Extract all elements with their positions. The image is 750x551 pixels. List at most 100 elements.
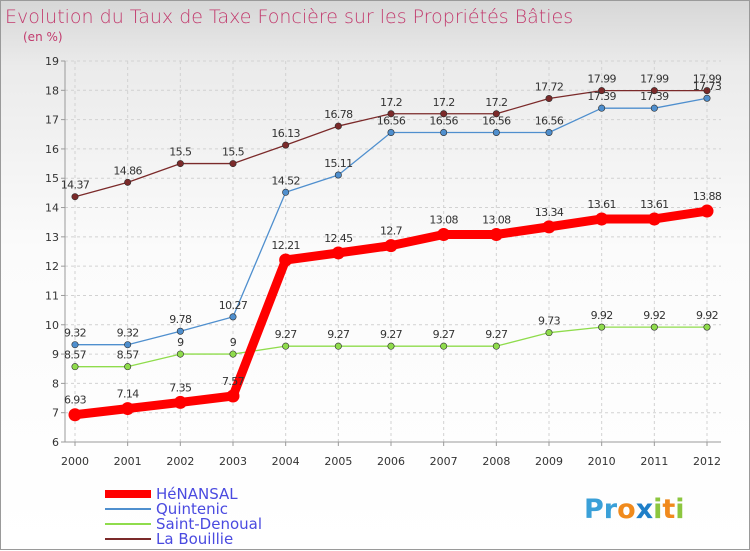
data-point <box>545 129 553 137</box>
data-point <box>71 193 79 201</box>
data-label: 9.92 <box>643 309 665 322</box>
y-tick-label: 7 <box>52 407 59 420</box>
y-tick-label: 14 <box>45 202 59 215</box>
data-label: 12.45 <box>324 232 353 245</box>
data-point <box>492 110 500 118</box>
data-label: 16.56 <box>377 115 406 128</box>
data-point <box>647 212 661 226</box>
data-label: 13.34 <box>535 206 564 219</box>
data-point <box>650 87 658 95</box>
data-point <box>492 342 500 350</box>
axes: 6 7 8 9 10 11 12 13 14 15 16 17 18 19 2000 2001 2002 2003… <box>45 55 721 468</box>
data-label: 9.78 <box>169 313 192 326</box>
y-tick-label: 8 <box>52 377 59 390</box>
data-label: 9 <box>177 336 184 349</box>
y-tick-label: 10 <box>45 319 59 332</box>
y-tick-label: 6 <box>52 436 59 449</box>
data-point <box>331 246 345 260</box>
data-label: 17.99 <box>587 73 616 86</box>
data-point <box>542 220 556 234</box>
chart-title: Evolution du Taux de Taxe Foncière sur l… <box>5 6 573 28</box>
y-tick-label: 15 <box>45 172 59 185</box>
data-point <box>595 212 609 226</box>
data-label: 9.92 <box>591 309 613 322</box>
data-label: 17.2 <box>485 96 507 109</box>
data-label: 17.99 <box>693 73 722 86</box>
data-label: 16.78 <box>324 108 353 121</box>
data-point <box>279 253 293 267</box>
legend-label: HéNANSAL <box>156 485 238 503</box>
legend-label: Saint-Denoual <box>156 515 262 533</box>
data-label: 12.21 <box>271 239 300 252</box>
data-point <box>384 239 398 253</box>
data-point <box>700 204 714 218</box>
y-tick-label: 17 <box>45 114 59 127</box>
data-label: 14.37 <box>61 179 90 192</box>
data-label: 9.32 <box>117 327 139 340</box>
data-point <box>650 104 658 112</box>
data-label: 17.99 <box>640 73 669 86</box>
data-point <box>598 87 606 95</box>
data-point <box>334 122 342 130</box>
data-label: 16.13 <box>271 127 300 140</box>
data-label: 8.57 <box>117 349 140 362</box>
data-point <box>229 313 237 321</box>
y-tick-label: 11 <box>45 289 59 302</box>
data-label: 17.39 <box>587 90 616 103</box>
data-label: 17.73 <box>693 80 722 93</box>
data-point <box>282 342 290 350</box>
data-point <box>124 341 132 349</box>
data-point <box>176 327 184 335</box>
data-point <box>387 110 395 118</box>
y-tick-label: 16 <box>45 143 59 156</box>
data-label: 8.57 <box>64 349 87 362</box>
y-tick-label: 18 <box>45 84 59 97</box>
data-label: 17.39 <box>640 90 669 103</box>
data-point <box>545 329 553 337</box>
x-tick-label: 2011 <box>640 455 668 468</box>
logo-letter: i <box>675 494 684 525</box>
data-label: 17.72 <box>535 81 564 94</box>
data-point <box>121 402 135 416</box>
data-label: 13.08 <box>482 214 511 227</box>
logo-letter: i <box>653 494 662 525</box>
data-point <box>68 408 82 422</box>
data-point <box>650 323 658 331</box>
x-tick-label: 2003 <box>219 455 247 468</box>
y-tick-label: 9 <box>52 348 59 361</box>
y-tick-label: 19 <box>45 55 59 68</box>
data-label: 10.27 <box>219 299 248 312</box>
data-point <box>226 389 240 403</box>
data-point <box>173 395 187 409</box>
data-label: 9.27 <box>327 328 350 341</box>
x-tick-label: 2002 <box>166 455 194 468</box>
y-tick-label: 13 <box>45 231 59 244</box>
data-point <box>703 94 711 102</box>
data-point <box>437 228 451 242</box>
data-label: 6.93 <box>64 394 87 407</box>
data-point <box>334 171 342 179</box>
legend-label: La Bouillie <box>156 530 233 548</box>
data-point <box>387 129 395 137</box>
data-label: 15.5 <box>222 146 245 159</box>
x-tick-label: 2004 <box>272 455 300 468</box>
x-tick-label: 2010 <box>588 455 616 468</box>
data-label: 9.27 <box>485 328 508 341</box>
data-point <box>489 228 503 242</box>
logo-letter: r <box>604 494 618 525</box>
x-tick-label: 2007 <box>430 455 458 468</box>
data-point <box>71 363 79 371</box>
data-label: 9.92 <box>696 309 718 322</box>
data-label: 9.32 <box>64 327 86 340</box>
data-label: 15.5 <box>169 146 192 159</box>
data-label: 14.52 <box>271 174 300 187</box>
data-label: 7.35 <box>169 381 192 394</box>
y-tick-label: 12 <box>45 260 59 273</box>
data-label: 16.56 <box>535 115 564 128</box>
data-labels: 14.37 14.86 15.5 15.5 16.13 16.78 17.2 17.2 17.2… <box>61 73 723 407</box>
x-tick-label: 2006 <box>377 455 405 468</box>
data-point <box>176 350 184 358</box>
data-point <box>282 188 290 196</box>
